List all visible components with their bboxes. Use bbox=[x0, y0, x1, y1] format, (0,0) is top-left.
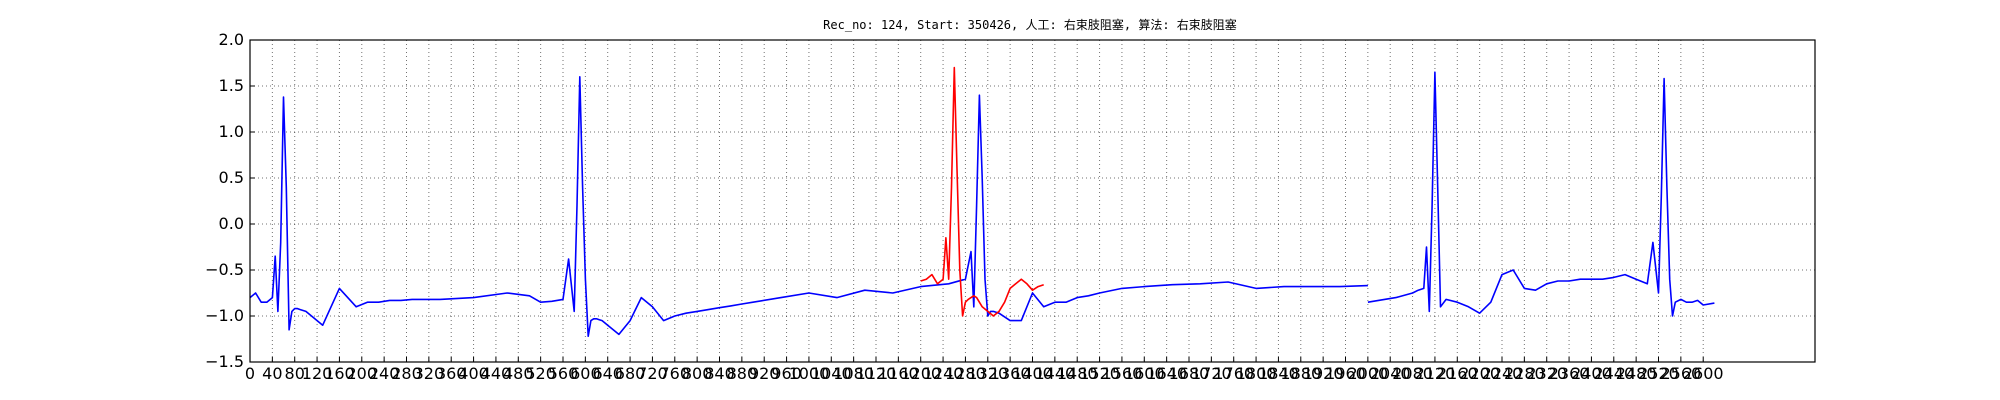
x-tick-label: 40 bbox=[262, 364, 282, 383]
y-tick-label: 2.0 bbox=[219, 30, 244, 49]
x-tick-label: 2560 bbox=[1660, 364, 1701, 383]
x-tick-label: 1000 bbox=[789, 364, 830, 383]
x-tick-label: 920 bbox=[749, 364, 780, 383]
x-tick-label: 840 bbox=[704, 364, 735, 383]
x-tick-label: 1920 bbox=[1303, 364, 1344, 383]
x-tick-label: 1520 bbox=[1079, 364, 1120, 383]
x-tick-label: 2160 bbox=[1437, 364, 1478, 383]
x-tick-label: 1560 bbox=[1102, 364, 1143, 383]
x-tick-label: 2520 bbox=[1638, 364, 1679, 383]
x-tick-label: 760 bbox=[660, 364, 691, 383]
y-tick-label: 0.5 bbox=[219, 168, 244, 187]
x-tick-label: 520 bbox=[525, 364, 556, 383]
x-tick-label: 600 bbox=[570, 364, 601, 383]
ecg-series-line bbox=[249, 76, 1368, 338]
ecg-red-segment-line bbox=[920, 66, 1044, 317]
x-tick-label: 1880 bbox=[1280, 364, 1321, 383]
x-tick-label: 160 bbox=[324, 364, 355, 383]
x-tick-label: 2480 bbox=[1616, 364, 1657, 383]
x-tick-label: 1080 bbox=[833, 364, 874, 383]
x-tick-label: 2040 bbox=[1370, 364, 1411, 383]
x-tick-label: 1040 bbox=[811, 364, 852, 383]
x-tick-label: 680 bbox=[615, 364, 646, 383]
x-tick-label: 1280 bbox=[945, 364, 986, 383]
y-axis-ticks: 2.0 1.5 1.0 0.5 0.0 −0.5 −1.0 −1.5 bbox=[205, 30, 255, 371]
x-tick-label: 1480 bbox=[1057, 364, 1098, 383]
x-axis-ticks: 0 40 8012016020024028032036040044048052056… bbox=[245, 357, 1724, 383]
ecg-series-line-tail bbox=[1367, 71, 1715, 317]
x-tick-label: 1720 bbox=[1191, 364, 1232, 383]
x-tick-label: 0 bbox=[245, 364, 255, 383]
y-tick-label: 1.0 bbox=[219, 122, 244, 141]
x-tick-label: 1120 bbox=[856, 364, 897, 383]
x-tick-label: 2440 bbox=[1593, 364, 1634, 383]
x-tick-label: 1320 bbox=[967, 364, 1008, 383]
x-tick-label: 480 bbox=[503, 364, 534, 383]
x-tick-label: 2080 bbox=[1392, 364, 1433, 383]
x-tick-label: 1760 bbox=[1213, 364, 1254, 383]
x-tick-label: 640 bbox=[592, 364, 623, 383]
x-tick-label: 1360 bbox=[990, 364, 1031, 383]
x-tick-label: 1600 bbox=[1124, 364, 1165, 383]
x-tick-label: 2360 bbox=[1549, 364, 1590, 383]
y-tick-label: −0.5 bbox=[205, 260, 244, 279]
x-tick-label: 1680 bbox=[1169, 364, 1210, 383]
x-tick-label: 2000 bbox=[1347, 364, 1388, 383]
x-tick-label: 960 bbox=[771, 364, 802, 383]
grid bbox=[249, 39, 1815, 363]
y-tick-label: 1.5 bbox=[219, 76, 244, 95]
x-tick-label: 560 bbox=[548, 364, 579, 383]
x-tick-label: 800 bbox=[682, 364, 713, 383]
x-tick-label: 2400 bbox=[1571, 364, 1612, 383]
x-tick-label: 880 bbox=[727, 364, 758, 383]
y-tick-label: −1.0 bbox=[205, 306, 244, 325]
x-tick-label: 1400 bbox=[1012, 364, 1053, 383]
x-tick-label: 2280 bbox=[1504, 364, 1545, 383]
x-tick-label: 1800 bbox=[1236, 364, 1277, 383]
x-tick-label: 2240 bbox=[1482, 364, 1523, 383]
x-tick-label: 360 bbox=[436, 364, 467, 383]
x-tick-label: 400 bbox=[458, 364, 489, 383]
x-tick-label: 200 bbox=[347, 364, 378, 383]
x-tick-label: 2600 bbox=[1683, 364, 1724, 383]
x-tick-label: 1160 bbox=[878, 364, 919, 383]
x-tick-label: 2120 bbox=[1415, 364, 1456, 383]
y-tick-label: 0.0 bbox=[219, 214, 244, 233]
x-tick-label: 120 bbox=[302, 364, 333, 383]
x-tick-label: 720 bbox=[637, 364, 668, 383]
x-tick-label: 240 bbox=[369, 364, 400, 383]
x-tick-label: 80 bbox=[285, 364, 305, 383]
x-tick-label: 2320 bbox=[1526, 364, 1567, 383]
x-tick-label: 2200 bbox=[1459, 364, 1500, 383]
y-tick-label: −1.5 bbox=[205, 352, 244, 371]
x-tick-label: 1240 bbox=[923, 364, 964, 383]
chart-title: Rec_no: 124, Start: 350426, 人工: 右束肢阻塞, 算… bbox=[823, 17, 1237, 32]
x-tick-label: 1840 bbox=[1258, 364, 1299, 383]
x-tick-label: 440 bbox=[481, 364, 512, 383]
x-tick-label: 1640 bbox=[1146, 364, 1187, 383]
series-group bbox=[249, 66, 1715, 338]
x-tick-label: 1960 bbox=[1325, 364, 1366, 383]
x-tick-label: 320 bbox=[414, 364, 445, 383]
x-tick-label: 280 bbox=[391, 364, 422, 383]
x-tick-label: 1440 bbox=[1034, 364, 1075, 383]
x-tick-label: 1200 bbox=[900, 364, 941, 383]
